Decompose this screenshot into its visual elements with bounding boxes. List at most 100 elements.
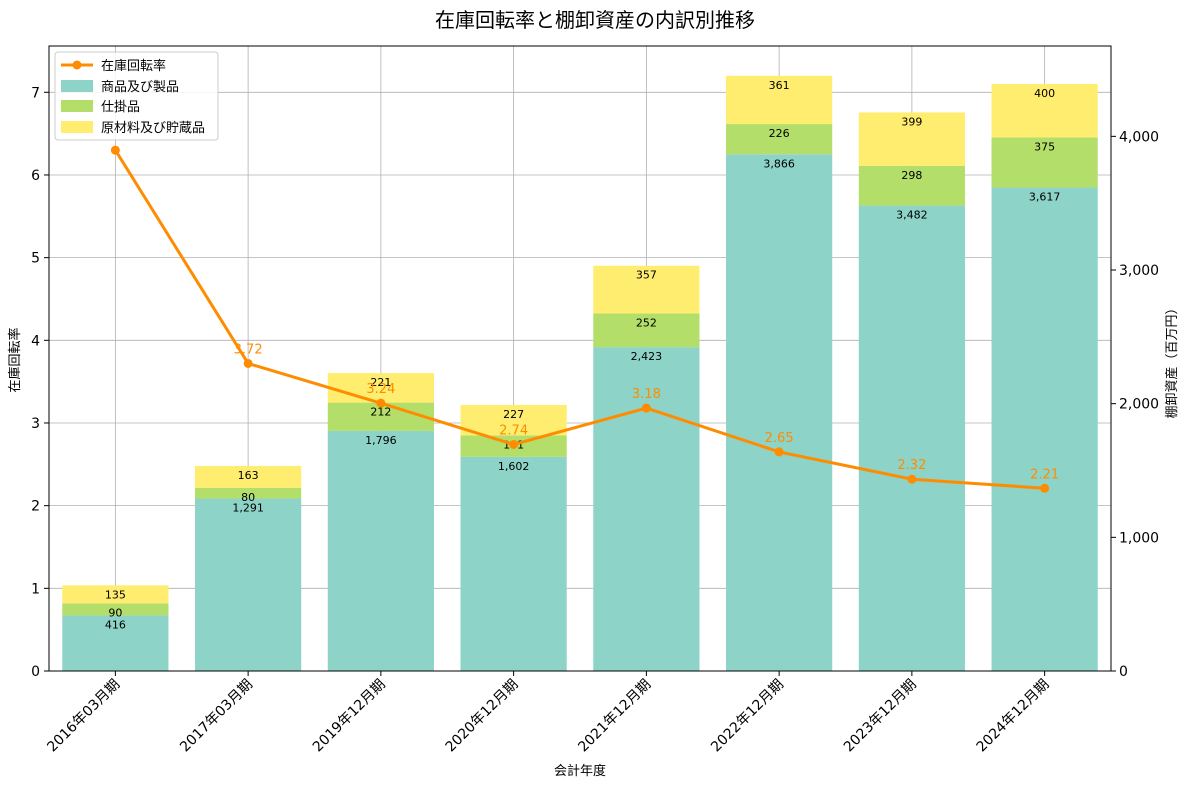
bar-value-label: 361 [769, 79, 790, 92]
bar-value-label: 226 [769, 127, 790, 140]
turnover-point [110, 145, 120, 155]
bar-materials [460, 405, 567, 436]
legend-swatch-wip [61, 100, 93, 112]
y-axis-right-label: 棚卸資産（百万円） [1164, 301, 1180, 418]
bar-value-label: 357 [636, 269, 657, 282]
x-tick-label: 2020年12月期 [443, 677, 522, 756]
legend-box [54, 51, 219, 141]
bar-value-label: 90 [108, 606, 122, 619]
turnover-value-label: 3.24 [366, 382, 395, 397]
x-tick-label: 2023年12月期 [841, 677, 920, 756]
y-left-tick-label: 1 [31, 581, 40, 597]
bar-value-label: 3,482 [896, 209, 928, 222]
y-right-tick-label: 4,000 [1119, 129, 1159, 145]
legend-swatch-products [61, 80, 93, 92]
x-tick-label: 2021年12月期 [575, 677, 654, 756]
bar-wip [991, 137, 1098, 188]
bar-products [858, 205, 965, 671]
bar-value-label: 221 [370, 376, 391, 389]
legend-line-marker [72, 60, 82, 70]
y-left-tick-label: 6 [31, 168, 40, 184]
y-right-tick-label: 2,000 [1119, 397, 1159, 413]
turnover-value-label: 2.65 [765, 431, 794, 446]
legend-label-turnover: 在庫回転率 [101, 58, 166, 74]
bar-value-labels: 416 1,291 1,796 1,602 2,423 3,866 3,482 3,617 90… [105, 79, 1061, 632]
bar-series [62, 75, 1098, 672]
legend-label-materials: 原材料及び貯蔵品 [101, 121, 205, 136]
y-axis-left-label: 在庫回転率 [7, 327, 23, 392]
bar-value-label: 135 [105, 588, 126, 601]
bar-value-label: 163 [238, 469, 259, 482]
x-axis-label: 会計年度 [554, 763, 606, 779]
turnover-value-label: 2.21 [1030, 467, 1059, 482]
bar-value-label: 1,291 [232, 501, 264, 514]
bar-materials [858, 112, 965, 166]
bar-value-label: 298 [901, 169, 922, 182]
legend-label-wip: 仕掛品 [101, 100, 140, 115]
bar-value-label: 212 [370, 406, 391, 419]
bar-value-label: 80 [241, 491, 255, 504]
turnover-line-path [114, 149, 1045, 490]
turnover-value-label: 3.18 [632, 387, 661, 402]
y-left-tick-label: 3 [31, 416, 40, 432]
turnover-point [509, 439, 519, 449]
chart-title: 在庫回転率と棚卸資産の内訳別推移 [435, 8, 755, 32]
bar-materials [327, 373, 434, 403]
x-tick-label: 2022年12月期 [708, 677, 787, 756]
x-tick-label: 2019年12月期 [310, 677, 389, 756]
turnover-point [774, 447, 784, 457]
bar-products [593, 347, 700, 671]
bar-wip [593, 313, 700, 348]
bar-products [195, 498, 302, 671]
bar-value-label: 252 [636, 316, 657, 329]
bar-materials [726, 75, 833, 125]
x-tick-label: 2016年03月期 [44, 677, 123, 756]
y-right-tick-label: 0 [1119, 664, 1128, 680]
plot-frame [48, 45, 1112, 672]
turnover-value-label: 2.32 [897, 458, 926, 473]
bar-value-label: 416 [105, 618, 126, 631]
bar-value-label: 2,423 [631, 350, 663, 363]
turnover-line: 3.72 3.24 2.74 3.18 2.65 2.32 2.21 [110, 145, 1059, 493]
turnover-point [376, 398, 386, 408]
turnover-point [243, 358, 253, 368]
bar-value-label: 1,602 [498, 460, 530, 473]
bar-products [62, 615, 169, 671]
turnover-point [1040, 483, 1050, 493]
y-left-tick-label: 2 [31, 499, 40, 515]
y-left-tick-label: 5 [31, 251, 40, 267]
bar-products [460, 456, 567, 671]
x-tick-label: 2024年12月期 [974, 677, 1053, 756]
bar-wip [858, 165, 965, 206]
bar-value-label: 1,796 [365, 434, 397, 447]
bar-wip [726, 124, 833, 155]
bar-value-label: 399 [901, 115, 922, 128]
legend-label-products: 商品及び製品 [101, 80, 179, 95]
bar-materials [991, 83, 1098, 138]
bar-value-label: 375 [1034, 140, 1055, 153]
bar-wip [62, 603, 169, 616]
bar-value-label: 3,617 [1029, 191, 1061, 204]
turnover-value-label: 3.72 [234, 342, 263, 357]
y-right-tick-label: 1,000 [1119, 530, 1159, 546]
bar-value-label: 227 [503, 408, 524, 421]
bar-value-label: 400 [1034, 87, 1055, 100]
bar-materials [62, 585, 169, 604]
bar-materials [195, 465, 302, 488]
turnover-value-label: 2.74 [499, 423, 528, 438]
bar-products [726, 154, 833, 671]
x-tick-label: 2017年03月期 [177, 677, 256, 756]
turnover-point [641, 403, 651, 413]
y-left-tick-label: 7 [31, 85, 40, 101]
bar-wip [195, 487, 302, 499]
y-right-tick-label: 3,000 [1119, 263, 1159, 279]
bar-products [327, 430, 434, 671]
y-left-tick-label: 0 [31, 664, 40, 680]
legend-swatch-materials [61, 121, 93, 133]
y-left-tick-label: 4 [31, 333, 40, 349]
bar-materials [593, 265, 700, 314]
bar-products [991, 187, 1098, 672]
bar-value-label: 3,866 [763, 157, 795, 170]
